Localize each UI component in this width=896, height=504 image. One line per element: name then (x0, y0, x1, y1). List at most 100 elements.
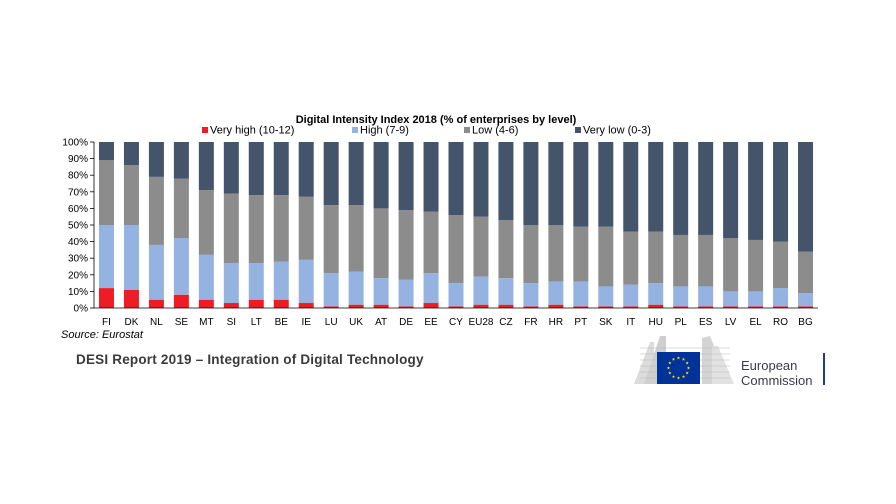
bar-ES-series-2 (698, 234, 714, 287)
bar-stack-ES (698, 142, 714, 308)
x-tick-label: NL (150, 317, 163, 328)
bar-UK-series-3 (348, 142, 364, 206)
y-axis: 0% 10% 20% 30% 40% 50% 60% 70% 80% 90% 100% (62, 138, 95, 315)
bar-SI-series-2 (223, 193, 239, 264)
eu-star (681, 357, 686, 361)
bar-LU-series-1 (323, 273, 339, 307)
y-tick-label: 30% (68, 254, 88, 265)
bar-PT-series-3 (573, 142, 589, 227)
bar-SK-series-0 (598, 306, 614, 308)
x-tick-label: CZ (499, 317, 512, 328)
bar-EE-series-2 (423, 211, 439, 274)
bar-IE-series-2 (298, 196, 314, 260)
x-tick-label: BE (275, 317, 289, 328)
bar-BG-series-1 (798, 293, 814, 307)
bar-HU-series-0 (648, 304, 664, 308)
bar-stack-PT (573, 142, 589, 308)
bar-ES-series-1 (698, 286, 714, 307)
bar-PL-series-3 (673, 142, 689, 235)
bar-AT-series-0 (373, 304, 389, 308)
bar-LT-series-3 (248, 142, 264, 196)
bar-SE-series-0 (173, 294, 189, 308)
bar-IE-series-3 (298, 142, 314, 197)
bar-stack-SK (598, 142, 614, 308)
eu-star (685, 361, 689, 365)
bar-FR-series-1 (523, 283, 539, 307)
bar-EU28-series-3 (473, 142, 489, 217)
bar-MT-series-2 (198, 190, 214, 255)
bar-NL-series-1 (148, 244, 164, 300)
x-tick-label: EL (749, 317, 762, 328)
bar-BG-series-2 (798, 251, 814, 294)
bars (98, 142, 814, 308)
bar-stack-BE (273, 142, 289, 308)
bar-LV-series-3 (723, 142, 739, 239)
bar-SK-series-1 (598, 286, 614, 307)
bar-stack-UK (348, 142, 364, 308)
y-tick-label: 0% (74, 304, 89, 315)
bar-EL-series-2 (748, 239, 764, 292)
bar-NL-series-2 (148, 176, 164, 245)
bar-DK-series-2 (123, 165, 139, 225)
bar-RO-series-2 (773, 241, 789, 289)
bar-BE-series-3 (273, 142, 289, 196)
bar-FR-series-3 (523, 142, 539, 225)
bar-BG-series-3 (798, 142, 814, 252)
y-tick-label: 70% (68, 187, 88, 198)
bar-PL-series-1 (673, 286, 689, 307)
y-tick-label: 40% (68, 237, 88, 248)
legend-label-0: Very high (10-12) (210, 125, 294, 137)
legend-label-2: Low (4-6) (472, 125, 518, 137)
bar-LT-series-2 (248, 195, 264, 264)
x-tick-label: CY (449, 317, 463, 328)
bar-stack-LU (323, 142, 339, 308)
legend-label-3: Very low (0-3) (583, 125, 651, 137)
x-tick-label: DK (124, 317, 138, 328)
x-tick-label: MT (199, 317, 213, 328)
bar-stack-NL (148, 142, 164, 308)
bar-CZ-series-2 (498, 220, 514, 279)
bar-ES-series-0 (698, 306, 714, 308)
x-tick-label: LU (325, 317, 338, 328)
bar-CZ-series-3 (498, 142, 514, 221)
eu-star (671, 374, 676, 379)
bar-DK-series-1 (123, 225, 139, 290)
bar-stack-DE (398, 142, 414, 308)
eu-star (681, 374, 686, 379)
bar-SI-series-3 (223, 142, 239, 194)
bar-CY-series-2 (448, 215, 464, 284)
x-tick-label: ES (699, 317, 713, 328)
eu-star (676, 356, 681, 360)
bar-MT-series-1 (198, 254, 214, 300)
bar-SK-series-3 (598, 142, 614, 227)
bar-LT-series-1 (248, 263, 264, 300)
european-commission-logo (634, 336, 734, 384)
report-title: DESI Report 2019 – Integration of Digita… (76, 352, 424, 367)
bar-RO-series-0 (773, 306, 789, 308)
bar-BE-series-2 (273, 195, 289, 262)
bar-FI-series-0 (98, 288, 114, 308)
bar-SE-series-3 (173, 142, 189, 179)
y-tick-label: 100% (62, 138, 88, 149)
bar-EL-series-0 (748, 306, 764, 308)
x-tick-label: FR (524, 317, 537, 328)
bar-CY-series-3 (448, 142, 464, 216)
x-tick-label: IT (626, 317, 635, 328)
x-tick-label: PL (675, 317, 688, 328)
bar-SI-series-1 (223, 263, 239, 304)
eu-star (676, 376, 681, 380)
bar-PL-series-2 (673, 234, 689, 287)
legend: Very high (10-12) High (7-9) Low (4-6) Very… (202, 125, 651, 137)
bar-FR-series-2 (523, 225, 539, 284)
ec-logo-bar (823, 353, 825, 385)
eu-stars-icon (666, 356, 691, 380)
bar-AT-series-2 (373, 208, 389, 279)
x-tick-label: LT (251, 317, 262, 328)
bar-EE-series-3 (423, 142, 439, 212)
bar-AT-series-3 (373, 142, 389, 209)
bar-stack-SE (173, 142, 189, 308)
bar-LU-series-2 (323, 205, 339, 274)
bar-NL-series-0 (148, 299, 164, 308)
x-tick-label: BG (798, 317, 813, 328)
bar-stack-SI (223, 142, 239, 308)
